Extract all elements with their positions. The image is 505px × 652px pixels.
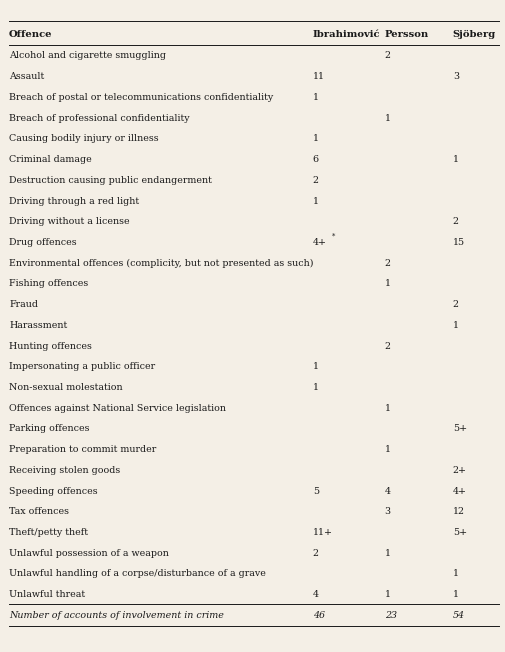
Text: 1: 1	[384, 113, 390, 123]
Text: 1: 1	[384, 404, 390, 413]
Text: Environmental offences (complicity, but not presented as such): Environmental offences (complicity, but …	[9, 259, 313, 268]
Text: 1: 1	[452, 590, 458, 599]
Text: Destruction causing public endangerment: Destruction causing public endangerment	[9, 176, 212, 185]
Text: 11: 11	[312, 72, 324, 82]
Text: Speeding offences: Speeding offences	[9, 486, 97, 496]
Text: Ibrahimović: Ibrahimović	[312, 30, 379, 38]
Text: 11+: 11+	[312, 528, 332, 537]
Text: Criminal damage: Criminal damage	[9, 155, 92, 164]
Text: Breach of postal or telecommunications confidentiality: Breach of postal or telecommunications c…	[9, 93, 273, 102]
Text: 2+: 2+	[452, 466, 466, 475]
Text: Non-sexual molestation: Non-sexual molestation	[9, 383, 123, 392]
Text: Receiving stolen goods: Receiving stolen goods	[9, 466, 120, 475]
Text: 1: 1	[452, 155, 458, 164]
Text: Harassment: Harassment	[9, 321, 67, 330]
Text: 1: 1	[384, 549, 390, 557]
Text: 5+: 5+	[452, 424, 466, 434]
Text: 2: 2	[384, 259, 390, 268]
Text: Drug offences: Drug offences	[9, 238, 77, 247]
Text: Fraud: Fraud	[9, 300, 38, 309]
Text: Unlawful threat: Unlawful threat	[9, 590, 85, 599]
Text: Driving through a red light: Driving through a red light	[9, 196, 139, 205]
Text: 4: 4	[312, 590, 318, 599]
Text: Fishing offences: Fishing offences	[9, 280, 88, 288]
Text: 1: 1	[384, 445, 390, 454]
Text: 2: 2	[312, 176, 318, 185]
Text: Persson: Persson	[384, 30, 428, 38]
Text: Theft/petty theft: Theft/petty theft	[9, 528, 88, 537]
Text: 1: 1	[452, 569, 458, 578]
Text: Driving without a license: Driving without a license	[9, 217, 129, 226]
Text: 1: 1	[312, 196, 318, 205]
Text: 1: 1	[312, 134, 318, 143]
Text: 4+: 4+	[312, 238, 326, 247]
Text: 3: 3	[384, 507, 390, 516]
Text: Unlawful handling of a corpse/disturbance of a grave: Unlawful handling of a corpse/disturbanc…	[9, 569, 266, 578]
Text: Unlawful possession of a weapon: Unlawful possession of a weapon	[9, 549, 169, 557]
Text: 1: 1	[312, 93, 318, 102]
Text: Hunting offences: Hunting offences	[9, 342, 92, 351]
Text: Offences against National Service legislation: Offences against National Service legisl…	[9, 404, 226, 413]
Text: Causing bodily injury or illness: Causing bodily injury or illness	[9, 134, 159, 143]
Text: 46: 46	[312, 611, 324, 620]
Text: Alcohol and cigarette smuggling: Alcohol and cigarette smuggling	[9, 52, 166, 61]
Text: 54: 54	[452, 611, 464, 620]
Text: 5+: 5+	[452, 528, 466, 537]
Text: 5: 5	[312, 486, 318, 496]
Text: 2: 2	[452, 300, 458, 309]
Text: 23: 23	[384, 611, 396, 620]
Text: Breach of professional confidentiality: Breach of professional confidentiality	[9, 113, 189, 123]
Text: Parking offences: Parking offences	[9, 424, 89, 434]
Text: 4: 4	[384, 486, 390, 496]
Text: Number of accounts of involvement in crime: Number of accounts of involvement in cri…	[9, 611, 224, 620]
Text: Preparation to commit murder: Preparation to commit murder	[9, 445, 156, 454]
Text: 6: 6	[312, 155, 318, 164]
Text: 2: 2	[384, 52, 390, 61]
Text: *: *	[331, 233, 335, 241]
Text: Tax offences: Tax offences	[9, 507, 69, 516]
Text: 1: 1	[384, 280, 390, 288]
Text: 12: 12	[452, 507, 464, 516]
Text: 2: 2	[312, 549, 318, 557]
Text: 2: 2	[384, 342, 390, 351]
Text: 15: 15	[452, 238, 464, 247]
Text: Sjöberg: Sjöberg	[452, 30, 495, 38]
Text: 1: 1	[312, 383, 318, 392]
Text: Impersonating a public officer: Impersonating a public officer	[9, 363, 155, 371]
Text: Offence: Offence	[9, 30, 53, 38]
Text: Assault: Assault	[9, 72, 44, 82]
Text: 2: 2	[452, 217, 458, 226]
Text: 3: 3	[452, 72, 458, 82]
Text: 1: 1	[312, 363, 318, 371]
Text: 4+: 4+	[452, 486, 466, 496]
Text: 1: 1	[452, 321, 458, 330]
Text: 1: 1	[384, 590, 390, 599]
